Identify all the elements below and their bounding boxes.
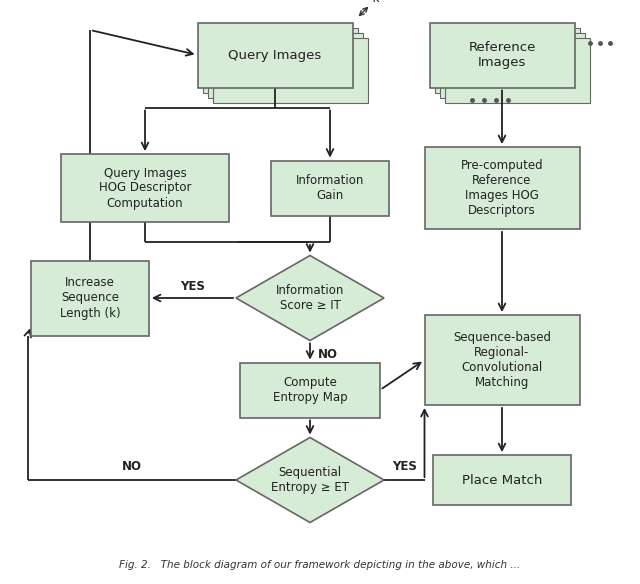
Text: k: k bbox=[373, 0, 380, 5]
FancyBboxPatch shape bbox=[31, 260, 149, 335]
Text: Increase
Sequence
Length (k): Increase Sequence Length (k) bbox=[60, 276, 120, 319]
FancyBboxPatch shape bbox=[435, 27, 579, 92]
FancyBboxPatch shape bbox=[202, 27, 358, 92]
Text: Information
Gain: Information Gain bbox=[296, 174, 364, 202]
FancyBboxPatch shape bbox=[445, 37, 589, 103]
Text: Reference
Images: Reference Images bbox=[468, 41, 536, 69]
FancyBboxPatch shape bbox=[424, 147, 579, 229]
FancyBboxPatch shape bbox=[198, 23, 353, 88]
FancyBboxPatch shape bbox=[433, 455, 571, 505]
FancyBboxPatch shape bbox=[440, 33, 584, 98]
Text: NO: NO bbox=[318, 348, 338, 361]
FancyBboxPatch shape bbox=[207, 33, 362, 98]
Polygon shape bbox=[236, 256, 384, 340]
Text: Query Images
HOG Descriptor
Computation: Query Images HOG Descriptor Computation bbox=[99, 166, 191, 210]
Text: Fig. 2.   The block diagram of our framework depicting in the above, which ...: Fig. 2. The block diagram of our framewo… bbox=[120, 560, 520, 570]
FancyBboxPatch shape bbox=[212, 37, 367, 103]
Text: Information
Score ≥ IT: Information Score ≥ IT bbox=[276, 284, 344, 312]
FancyBboxPatch shape bbox=[429, 23, 575, 88]
Text: Sequence-based
Regional-
Convolutional
Matching: Sequence-based Regional- Convolutional M… bbox=[453, 331, 551, 389]
Text: Sequential
Entropy ≥ ET: Sequential Entropy ≥ ET bbox=[271, 466, 349, 494]
FancyBboxPatch shape bbox=[240, 363, 380, 418]
Text: YES: YES bbox=[180, 280, 205, 293]
FancyBboxPatch shape bbox=[424, 315, 579, 405]
Text: NO: NO bbox=[122, 461, 142, 474]
Polygon shape bbox=[236, 437, 384, 523]
Text: YES: YES bbox=[392, 461, 417, 474]
Text: Place Match: Place Match bbox=[462, 474, 542, 486]
Text: Compute
Entropy Map: Compute Entropy Map bbox=[273, 376, 348, 404]
FancyBboxPatch shape bbox=[271, 161, 389, 215]
FancyBboxPatch shape bbox=[61, 154, 229, 222]
Text: Query Images: Query Images bbox=[228, 48, 322, 61]
Text: Pre-computed
Reference
Images HOG
Descriptors: Pre-computed Reference Images HOG Descri… bbox=[461, 159, 543, 217]
